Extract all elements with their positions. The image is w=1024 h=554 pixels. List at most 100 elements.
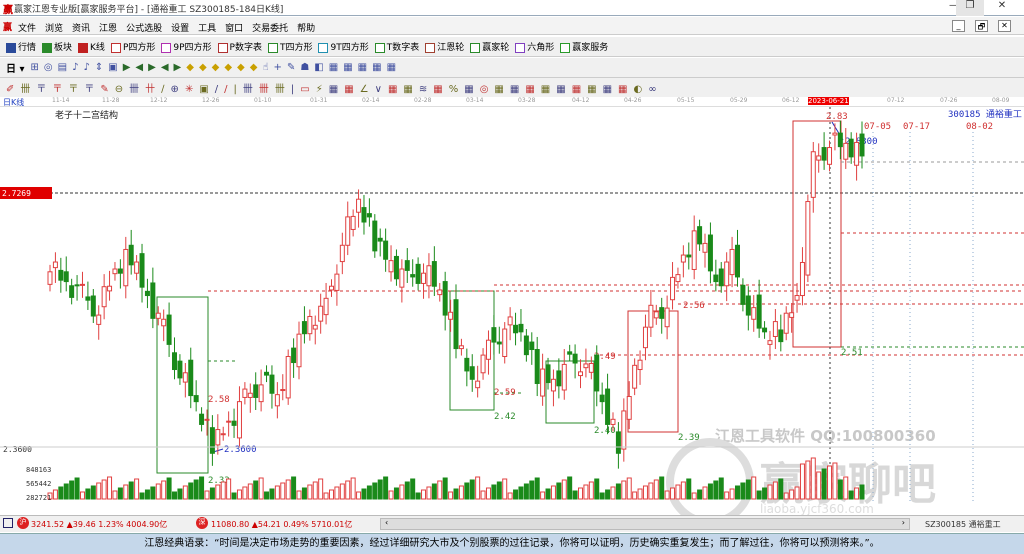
drawing-tool-icon[interactable]: ▦ — [464, 84, 474, 95]
chart-tool-icon[interactable]: ◆ — [211, 62, 220, 73]
drawing-tool-icon[interactable]: ▦ — [618, 84, 628, 95]
menu-item[interactable]: 文件 — [18, 24, 37, 34]
chart-tool-icon[interactable]: ◆ — [186, 62, 194, 73]
drawing-tool-icon[interactable]: ▦ — [587, 84, 597, 95]
drawing-tool-icon[interactable]: ✳ — [184, 84, 194, 95]
toolbar-button[interactable]: 赢家服务 — [560, 40, 608, 53]
chart-tool-icon[interactable]: ♪ — [72, 62, 79, 73]
menu-item[interactable]: 浏览 — [45, 24, 64, 34]
menu-item[interactable]: 帮助 — [297, 24, 316, 34]
drawing-tool-icon[interactable]: 〒 — [52, 84, 63, 95]
chart-tool-icon[interactable]: ▦ — [386, 62, 397, 73]
scroll-left-icon[interactable]: ‹ — [385, 518, 389, 527]
drawing-tool-icon[interactable]: ▣ — [199, 84, 209, 95]
toolbar-button[interactable]: 行情 — [6, 40, 36, 53]
drawing-tool-icon[interactable]: ∠ — [359, 84, 369, 95]
toolbar-button[interactable]: 赢家轮 — [470, 40, 509, 53]
mdi-restore-button[interactable]: 🗗 — [975, 20, 988, 32]
drawing-tool-icon[interactable]: 〒 — [68, 84, 79, 95]
menu-item[interactable]: 公式选股 — [126, 24, 163, 34]
drawing-tool-icon[interactable]: ⊖ — [114, 84, 124, 95]
toolbar-button[interactable]: 9P四方形 — [161, 40, 212, 53]
menu-item[interactable]: 窗口 — [225, 24, 244, 34]
drawing-tool-icon[interactable]: ▦ — [525, 84, 535, 95]
chart-tool-icon[interactable]: ◆ — [224, 62, 233, 73]
drawing-tool-icon[interactable]: / — [214, 84, 219, 95]
current-stock[interactable]: SZ300185 通裕重工 — [925, 520, 1001, 529]
chart-tool-icon[interactable]: ⊞ — [30, 62, 39, 73]
chart-tool-icon[interactable]: ⇕ — [94, 62, 104, 73]
drawing-tool-icon[interactable]: | — [233, 84, 237, 95]
drawing-tool-icon[interactable]: ◐ — [633, 84, 643, 95]
close-button[interactable]: ✕ — [997, 0, 1007, 11]
drawing-tool-icon[interactable]: ▦ — [387, 84, 398, 95]
drawing-tool-icon[interactable]: ∨ — [374, 84, 382, 95]
drawing-tool-icon[interactable]: ▦ — [602, 84, 613, 95]
drawing-tool-icon[interactable]: 卄 — [145, 84, 156, 95]
mdi-close-button[interactable]: ✕ — [998, 20, 1011, 32]
drawing-tool-icon[interactable]: ▦ — [556, 84, 566, 95]
chart-tool-icon[interactable]: ▶ — [173, 62, 182, 73]
drawing-tool-icon[interactable]: ◎ — [479, 84, 489, 95]
drawing-tool-icon[interactable]: % — [448, 84, 459, 95]
drawing-tool-icon[interactable]: 〒 — [36, 84, 47, 95]
restore-button[interactable]: ❐ — [956, 0, 984, 16]
toolbar-button[interactable]: K线 — [78, 40, 105, 53]
mdi-minimize-button[interactable]: _ — [952, 20, 965, 32]
chart-tool-icon[interactable]: ✎ — [286, 62, 296, 73]
toolbar-button[interactable]: 9T四方形 — [318, 40, 369, 53]
chart-tool-icon[interactable]: ▦ — [357, 62, 368, 73]
chart-tool-icon[interactable]: ▣ — [108, 62, 118, 73]
drawing-tool-icon[interactable]: ∞ — [648, 84, 657, 95]
drawing-tool-icon[interactable]: 卌 — [258, 84, 269, 95]
chart-tool-icon[interactable]: ◀ — [135, 62, 144, 73]
period-selector[interactable]: 日 ▾ — [6, 64, 25, 75]
drawing-tool-icon[interactable]: ▦ — [344, 84, 354, 95]
drawing-tool-icon[interactable]: ✎ — [100, 84, 109, 95]
drawing-tool-icon[interactable]: | — [290, 84, 295, 95]
horizontal-scrollbar[interactable]: ‹ › — [380, 518, 910, 530]
drawing-tool-icon[interactable]: ▦ — [509, 84, 520, 95]
sh-index-quote[interactable]: 3241.52 ▲39.46 1.23% 4004.90亿 — [31, 520, 168, 529]
chart-tool-icon[interactable]: ◧ — [314, 62, 324, 73]
minimize-button[interactable]: — — [949, 0, 959, 11]
drawing-tool-icon[interactable]: ⊕ — [170, 84, 179, 95]
chart-tool-icon[interactable]: ☝ — [262, 62, 269, 73]
sz-index-quote[interactable]: 11080.80 ▲54.21 0.49% 5710.01亿 — [211, 520, 353, 529]
drawing-tool-icon[interactable]: ▦ — [403, 84, 413, 95]
toolbar-button[interactable]: T数字表 — [374, 40, 419, 53]
kline-chart[interactable]: 江恩工具软件 QQ:100800360赢家聊吧liaoba.yjcf360.co… — [0, 107, 1024, 526]
drawing-tool-icon[interactable]: ▭ — [300, 84, 310, 95]
drawing-tool-icon[interactable]: 卌 — [20, 84, 31, 95]
chart-tool-icon[interactable]: ☗ — [300, 62, 310, 73]
drawing-tool-icon[interactable]: ∕ — [161, 84, 165, 95]
toolbar-button[interactable]: T四方形 — [267, 40, 312, 53]
menu-item[interactable]: 交易委托 — [252, 24, 289, 34]
chart-tool-icon[interactable]: ▦ — [328, 62, 339, 73]
menu-item[interactable]: 设置 — [171, 24, 190, 34]
chart-tool-icon[interactable]: + — [273, 62, 282, 73]
drawing-tool-icon[interactable]: ▦ — [433, 84, 443, 95]
drawing-tool-icon[interactable]: 卌 — [274, 84, 285, 95]
drawing-tool-icon[interactable]: / — [224, 84, 228, 95]
toolbar-button[interactable]: P数字表 — [217, 40, 262, 53]
chart-tool-icon[interactable]: ◎ — [43, 62, 53, 73]
chart-canvas[interactable]: 江恩工具软件 QQ:100800360赢家聊吧liaoba.yjcf360.co… — [0, 107, 1024, 526]
chart-tool-icon[interactable]: ▤ — [57, 62, 68, 73]
drawing-tool-icon[interactable]: ⚡ — [315, 84, 323, 95]
menu-item[interactable]: 工具 — [198, 24, 217, 34]
drawing-tool-icon[interactable]: 卌 — [129, 84, 140, 95]
drawing-tool-icon[interactable]: ▦ — [328, 84, 339, 95]
drawing-tool-icon[interactable]: ▦ — [571, 84, 582, 95]
chart-tool-icon[interactable]: ▶ — [122, 62, 131, 73]
drawing-tool-icon[interactable]: 〒 — [84, 84, 95, 95]
chart-tool-icon[interactable]: ◆ — [237, 62, 245, 73]
menu-item[interactable]: 资讯 — [72, 24, 91, 34]
chart-tool-icon[interactable]: ▦ — [372, 62, 382, 73]
drawing-tool-icon[interactable]: ✐ — [6, 84, 15, 95]
chart-tool-icon[interactable]: ◆ — [198, 62, 207, 73]
grid-icon[interactable] — [3, 518, 13, 528]
chart-tool-icon[interactable]: ♪ — [83, 62, 90, 73]
toolbar-button[interactable]: 六角形 — [515, 40, 554, 53]
drawing-tool-icon[interactable]: ▦ — [494, 84, 504, 95]
